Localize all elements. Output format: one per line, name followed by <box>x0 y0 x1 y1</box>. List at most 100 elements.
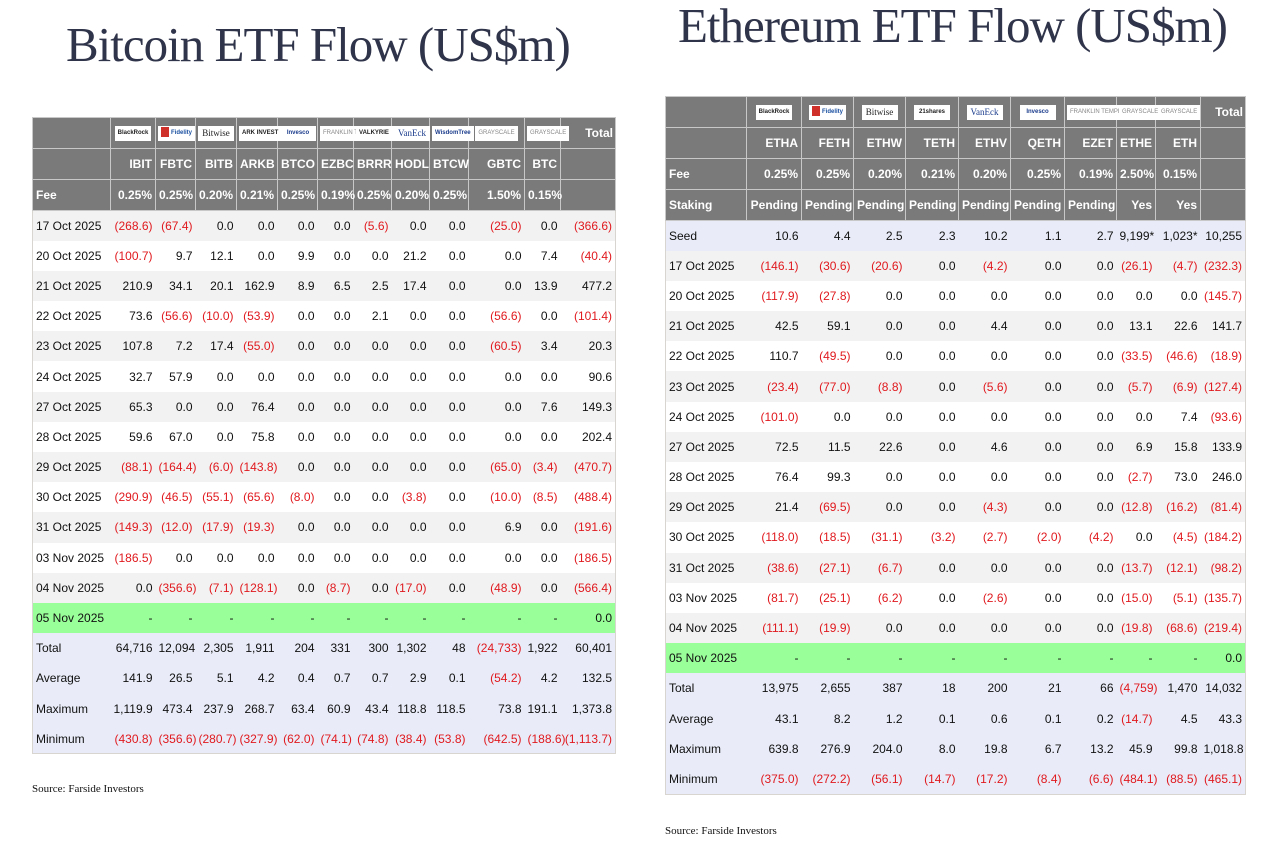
flow-cell: (17.2) <box>958 763 1011 795</box>
flow-cell: 15.8 <box>1155 431 1201 462</box>
seed-cell: 2.3 <box>905 220 959 251</box>
flow-cell: - <box>958 643 1011 674</box>
staking-cell: Yes <box>1116 189 1156 221</box>
flow-cell: (290.9) <box>110 482 156 513</box>
flow-cell: 4.5 <box>1155 703 1201 734</box>
flow-cell: 0.0 <box>524 421 561 452</box>
daily-flow-row: 04 Nov 2025 (111.1) (19.9) 0.0 0.0 0.0 0.0 0.0(… <box>665 612 1246 644</box>
flow-cell: 21 <box>1010 673 1065 704</box>
ticker-cell: BTCW <box>429 148 469 180</box>
flow-cell: 0.0 <box>1064 582 1117 613</box>
flow-cell: 0.0 <box>524 301 561 332</box>
daily-flow-row: 30 Oct 2025 (118.0) (18.5) (31.1) (3.2) (2.7)… <box>665 522 1246 553</box>
flow-cell: 6.9 <box>468 512 525 543</box>
flow-cell: 0.0 <box>353 361 392 392</box>
flow-cell: (8.8) <box>853 371 906 402</box>
flow-cell: 110.7 <box>746 341 802 372</box>
ticker-cell: ETHE <box>1116 127 1156 159</box>
flow-cell: 0.0 <box>905 280 959 312</box>
flow-cell: (19.9) <box>801 612 854 644</box>
flow-cell: (128.1) <box>236 572 278 603</box>
stat-label: Minimum <box>32 723 111 754</box>
row-total-cell: (184.2) <box>1200 522 1246 553</box>
date-cell: 24 Oct 2025 <box>32 361 111 392</box>
flow-cell: 0.1 <box>1010 703 1065 734</box>
flow-cell: (6.7) <box>853 552 906 583</box>
issuer-logo-blackrock: BlackRock <box>746 96 802 128</box>
flow-cell: 0.0 <box>853 462 906 493</box>
flow-cell: (31.1) <box>853 522 906 553</box>
flow-cell: (27.1) <box>801 552 854 583</box>
flow-cell: 118.8 <box>391 693 430 724</box>
flow-cell: (6.9) <box>1155 371 1201 402</box>
flow-cell: 0.0 <box>958 552 1011 583</box>
flow-cell: (62.0) <box>277 723 318 754</box>
ticker-cell: QETH <box>1010 127 1065 159</box>
flow-cell: 0.0 <box>1116 401 1156 432</box>
flow-cell: (8.7) <box>317 572 354 603</box>
flow-cell: 141.9 <box>110 663 156 694</box>
seed-cell: 9,199* <box>1116 220 1156 251</box>
daily-flow-row: 24 Oct 2025 32.7 57.9 0.0 0.0 0.0 0.0 0.0 0.0 0.0… <box>32 361 616 392</box>
staking-cell: Pending <box>746 189 802 221</box>
row-total-cell: (101.4) <box>560 301 616 332</box>
issuer-logo-bitwise: Bitwise <box>195 117 237 149</box>
issuer-logo-grayscale: GRAYSCALE <box>524 117 570 149</box>
flow-cell: 0.0 <box>905 612 959 644</box>
daily-flow-row: 27 Oct 2025 65.3 0.0 0.0 76.4 0.0 0.0 0.0 0.0 0.0… <box>32 391 616 422</box>
date-cell: 20 Oct 2025 <box>32 240 111 271</box>
row-total-cell: (81.4) <box>1200 492 1246 523</box>
flow-cell: 2,655 <box>801 673 854 704</box>
flow-cell: 0.0 <box>317 542 354 573</box>
flow-cell: - <box>110 602 156 634</box>
fee-cell: 0.25% <box>746 158 802 190</box>
flow-cell: 0.0 <box>905 462 959 493</box>
daily-flow-row: 03 Nov 2025 (186.5) 0.0 0.0 0.0 0.0 0.0 0.0 0.0 0… <box>32 542 616 573</box>
flow-cell: 21.2 <box>391 240 430 271</box>
seed-cell: 1,023* <box>1155 220 1201 251</box>
flow-cell: 0.0 <box>1155 280 1201 312</box>
issuer-logo-fidelity: Fidelity <box>155 117 196 149</box>
flow-cell: (4.2) <box>1064 522 1117 553</box>
flow-cell: 0.0 <box>429 331 469 362</box>
summary-row-total: Total 13,975 2,655 387 18 200 21 66 (4,759) 1,470… <box>665 673 1246 704</box>
date-cell: 05 Nov 2025 <box>665 643 747 674</box>
flow-cell: 43.1 <box>746 703 802 734</box>
ticker-cell: BTCO <box>277 148 318 180</box>
flow-cell: (5.6) <box>958 371 1011 402</box>
staking-cell: Pending <box>1064 189 1117 221</box>
flow-cell: 2.9 <box>391 663 430 694</box>
date-cell: 29 Oct 2025 <box>665 492 747 523</box>
daily-flow-row: 27 Oct 2025 72.5 11.5 22.6 0.0 4.6 0.0 0.0 6.9 15… <box>665 431 1246 462</box>
flow-cell: 473.4 <box>155 693 196 724</box>
flow-cell: 66 <box>1064 673 1117 704</box>
row-total-cell: (488.4) <box>560 482 616 513</box>
flow-cell: (6.6) <box>1064 763 1117 795</box>
date-cell: 24 Oct 2025 <box>665 401 747 432</box>
fee-label: Fee <box>32 179 111 211</box>
flow-cell: (19.3) <box>236 512 278 543</box>
row-total-cell: 90.6 <box>560 361 616 392</box>
fee-row: Fee 0.25% 0.25% 0.20% 0.21% 0.20% 0.25% … <box>665 158 1246 190</box>
flow-cell: 13.9 <box>524 270 561 302</box>
seed-label: Seed <box>665 220 747 251</box>
flow-cell: (48.9) <box>468 572 525 603</box>
flow-cell: 0.0 <box>905 371 959 402</box>
daily-flow-row: 28 Oct 2025 59.6 67.0 0.0 75.8 0.0 0.0 0.0 0.0 0.… <box>32 421 616 452</box>
date-cell: 21 Oct 2025 <box>32 270 111 302</box>
flow-cell: 0.0 <box>853 311 906 342</box>
flow-cell: 0.0 <box>905 492 959 523</box>
daily-flow-row: 29 Oct 2025 (88.1) (164.4) (6.0) (143.8) 0.0 0… <box>32 452 616 483</box>
flow-cell: 0.0 <box>277 301 318 332</box>
ethereum-daily-rows: 17 Oct 2025 (146.1) (30.6) (20.6) 0.0 (4.2) 0.… <box>665 250 1246 795</box>
daily-flow-row: 17 Oct 2025 (146.1) (30.6) (20.6) 0.0 (4.2) 0.… <box>665 250 1246 281</box>
flow-cell: 0.0 <box>1064 612 1117 644</box>
row-total-cell: (18.9) <box>1200 341 1246 372</box>
flow-cell: 0.0 <box>429 391 469 422</box>
flow-cell: 0.0 <box>468 391 525 422</box>
flow-cell: 32.7 <box>110 361 156 392</box>
flow-cell: 64,716 <box>110 633 156 664</box>
row-total-cell: (191.6) <box>560 512 616 543</box>
row-total-cell: (186.5) <box>560 542 616 573</box>
summary-row-minimum: Minimum (430.8) (356.6) (280.7) (327.9) (62.0… <box>32 723 616 754</box>
